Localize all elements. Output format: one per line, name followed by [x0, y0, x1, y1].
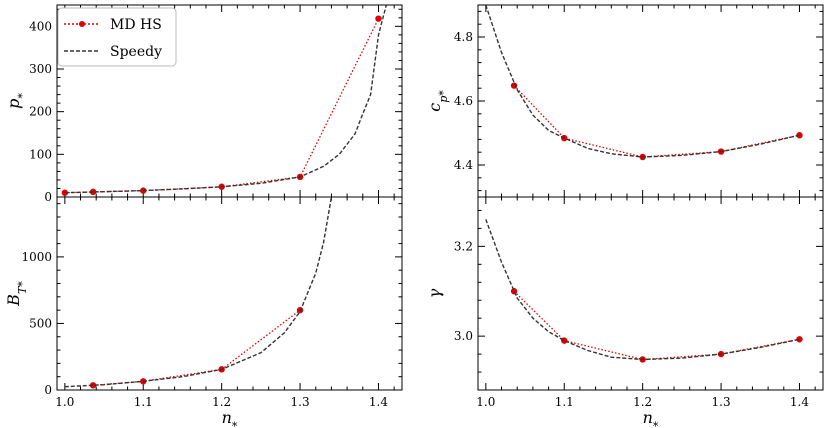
panel-top-right: 4.4 4.6 4.8 cp*	[425, 4, 824, 198]
data-point-md-hs	[375, 15, 382, 22]
y-tick-label: 4.4	[454, 158, 473, 172]
plot-frame	[56, 196, 403, 391]
x-tick-label: 1.0	[55, 395, 74, 409]
series-group	[64, 197, 333, 389]
y-tick-label: 200	[29, 105, 52, 119]
x-tick-label: 1.3	[291, 395, 310, 409]
legend-marker-md-hs	[79, 21, 85, 27]
legend-label-md-hs: MD HS	[110, 17, 162, 33]
x-tick-label: 1.4	[790, 395, 809, 409]
data-point-md-hs	[89, 188, 97, 196]
y-tick-label: 1000	[21, 250, 52, 264]
y-tick-label: 0	[44, 190, 52, 204]
panel-bottom-left: 1.0 1.1 1.2 1.3 1.4 0 500 1000 BT* n*	[4, 196, 403, 428]
series-line-speedy	[485, 5, 800, 158]
series-line-speedy	[64, 5, 387, 194]
y-tick-label: 4.8	[454, 30, 473, 44]
data-point-md-hs	[89, 382, 97, 389]
y-tick-label: 400	[29, 19, 52, 33]
y-tick-label: 4.6	[454, 94, 473, 108]
legend-frame	[57, 7, 177, 67]
x-tick-label: 1.4	[369, 395, 388, 409]
plot-frame	[477, 196, 824, 391]
x-tick-label: 1.3	[712, 395, 731, 409]
data-point-md-hs	[510, 82, 518, 89]
series-line-speedy	[64, 197, 333, 388]
series-line-md-hs	[513, 85, 800, 158]
y-axis-label: cp*	[425, 90, 450, 112]
x-tick-label: 1.1	[134, 395, 153, 409]
y-tick-label: 100	[29, 147, 52, 161]
y-tick-label: 500	[29, 316, 52, 330]
legend-label-speedy: Speedy	[110, 44, 162, 60]
panel-bottom-right: 1.0 1.1 1.2 1.3 1.4 3.0 3.2 γ n*	[425, 196, 824, 428]
y-axis-label: γ	[425, 288, 444, 298]
plot-frame	[477, 4, 824, 198]
y-tick-label: 300	[29, 62, 52, 76]
y-axis-label: BT*	[4, 281, 29, 307]
x-tick-label: 1.1	[555, 395, 574, 409]
y-tick-label: 3.0	[454, 329, 473, 343]
series-group	[485, 5, 803, 161]
x-axis-label: n*	[222, 408, 238, 428]
x-tick-label: 1.2	[212, 395, 231, 409]
x-tick-label: 1.2	[633, 395, 652, 409]
series-line-md-hs	[513, 290, 800, 361]
series-line-md-hs	[93, 309, 301, 386]
y-axis-label: p*	[4, 93, 29, 109]
series-group	[485, 219, 803, 363]
legend: MD HS Speedy	[57, 7, 177, 67]
x-tick-label: 1.0	[476, 395, 495, 409]
data-point-md-hs	[510, 288, 518, 295]
y-tick-label: 3.2	[454, 239, 473, 253]
series-group	[61, 5, 387, 196]
data-point-md-hs	[561, 337, 568, 344]
x-axis-label: n*	[643, 408, 659, 428]
data-point-md-hs	[796, 336, 803, 343]
series-line-speedy	[485, 219, 800, 361]
y-tick-label: 0	[44, 383, 52, 397]
